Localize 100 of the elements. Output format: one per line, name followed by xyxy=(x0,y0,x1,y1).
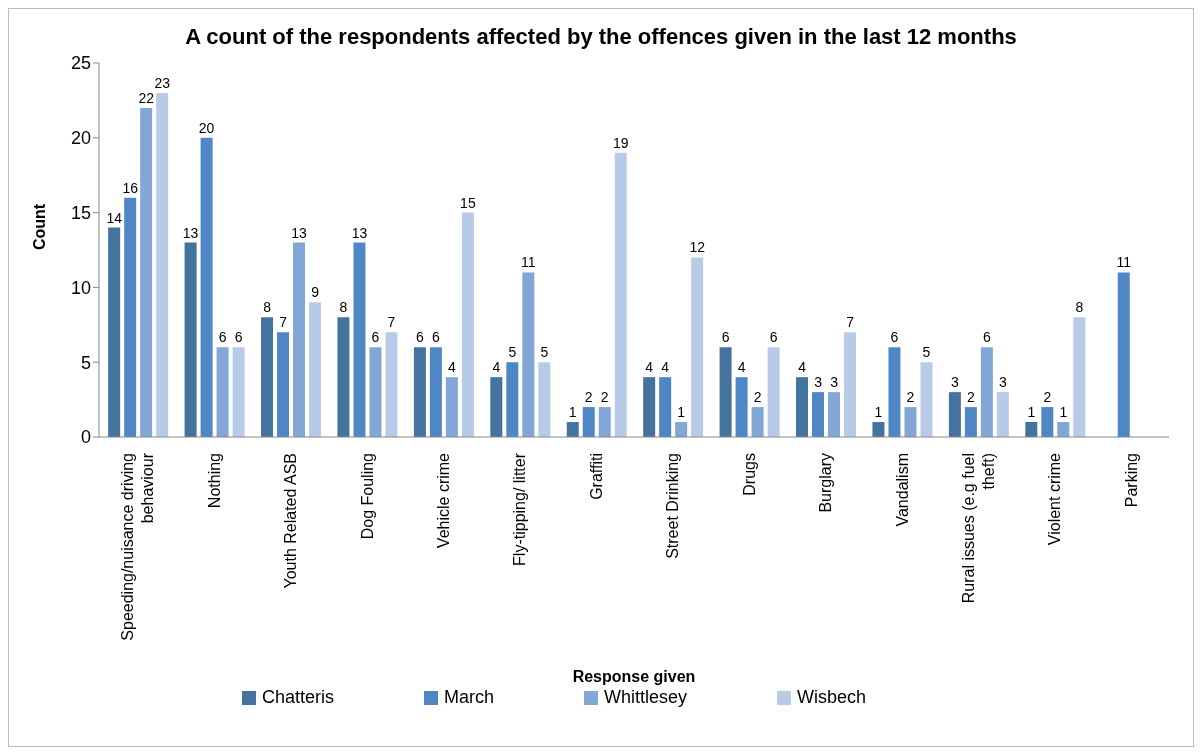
data-label: 1 xyxy=(874,404,883,421)
data-label: 6 xyxy=(982,329,991,346)
data-label: 6 xyxy=(415,329,424,346)
bar xyxy=(920,362,933,437)
data-label: 13 xyxy=(351,224,368,241)
bar xyxy=(140,107,153,437)
bar xyxy=(796,377,809,437)
data-label: 6 xyxy=(218,329,227,346)
data-label: 5 xyxy=(508,344,517,361)
x-tick-label: Nothing xyxy=(205,453,223,509)
bar xyxy=(124,197,137,437)
bar xyxy=(964,407,977,437)
legend-label: Chatteris xyxy=(261,687,334,707)
bar xyxy=(1057,422,1070,437)
data-label: 7 xyxy=(387,314,396,331)
bar xyxy=(413,347,426,437)
x-tick-label: Rural issues (e.g fuel theft) xyxy=(959,453,997,604)
legend-label: March xyxy=(443,687,494,707)
data-label: 6 xyxy=(431,329,440,346)
bar xyxy=(216,347,229,437)
data-label: 7 xyxy=(279,314,288,331)
legend-label: Whittlesey xyxy=(603,687,688,707)
x-tick-label: Graffiti xyxy=(587,453,605,500)
x-tick-label: Parking xyxy=(1122,453,1140,508)
data-label: 16 xyxy=(122,179,139,196)
y-tick-label: 5 xyxy=(80,352,91,373)
bar xyxy=(888,347,901,437)
data-label: 2 xyxy=(966,389,975,406)
bar xyxy=(184,242,197,437)
bar xyxy=(522,272,535,437)
data-label: 4 xyxy=(447,359,456,376)
data-label: 4 xyxy=(492,359,501,376)
bar xyxy=(566,422,579,437)
bar xyxy=(309,302,322,437)
y-tick-label: 20 xyxy=(70,128,91,149)
bar xyxy=(261,317,274,437)
x-tick-label: Youth Related ASB xyxy=(282,453,300,589)
bar xyxy=(582,407,595,437)
bar xyxy=(156,92,169,437)
bar xyxy=(980,347,993,437)
bar xyxy=(293,242,306,437)
y-tick-label: 10 xyxy=(70,277,91,298)
data-label: 4 xyxy=(798,359,807,376)
data-label: 4 xyxy=(645,359,654,376)
bar xyxy=(506,362,519,437)
x-axis-title: Response given xyxy=(572,668,696,685)
data-label: 1 xyxy=(568,404,577,421)
data-label: 2 xyxy=(1043,389,1052,406)
y-tick-label: 0 xyxy=(80,427,91,448)
data-label: 1 xyxy=(677,404,686,421)
data-label: 6 xyxy=(769,329,778,346)
data-label: 22 xyxy=(138,89,155,106)
data-label: 4 xyxy=(737,359,746,376)
bar xyxy=(828,392,841,437)
data-label: 9 xyxy=(311,284,320,301)
bar xyxy=(767,347,780,437)
data-label: 3 xyxy=(814,374,823,391)
data-label: 19 xyxy=(612,134,629,151)
bar xyxy=(812,392,825,437)
bar xyxy=(277,332,290,437)
bar xyxy=(490,377,503,437)
x-tick-label: Dog Fouling xyxy=(358,453,376,540)
bar xyxy=(1025,422,1038,437)
x-tick-label: Drugs xyxy=(740,453,758,496)
data-label: 8 xyxy=(339,299,348,316)
data-label: 6 xyxy=(721,329,730,346)
x-tick-label: Speeding/nuisance driving behaviour xyxy=(119,452,157,641)
x-tick-label: Violent crime xyxy=(1046,452,1064,546)
y-tick-label: 15 xyxy=(70,202,91,223)
chart-title: A count of the respondents affected by the offences given in the last 12 months xyxy=(184,23,1018,51)
bar xyxy=(844,332,857,437)
bar xyxy=(1073,317,1086,437)
y-tick-label: 25 xyxy=(70,53,91,74)
y-axis-title: Count xyxy=(30,203,48,250)
bar xyxy=(353,242,366,437)
bar xyxy=(675,422,688,437)
data-label: 23 xyxy=(154,74,171,91)
bar xyxy=(614,152,627,437)
data-label: 15 xyxy=(460,194,476,211)
data-label: 1 xyxy=(1027,404,1036,421)
bar xyxy=(948,392,961,437)
data-label: 2 xyxy=(584,389,593,406)
bar xyxy=(385,332,398,437)
bar xyxy=(429,347,442,437)
bar xyxy=(445,377,458,437)
bar xyxy=(538,362,551,437)
data-label: 11 xyxy=(521,254,536,271)
bar xyxy=(996,392,1009,437)
data-label: 12 xyxy=(689,239,706,256)
bar xyxy=(461,212,474,437)
data-label: 2 xyxy=(600,389,609,406)
x-tick-label: Vehicle crime xyxy=(434,452,452,549)
bar xyxy=(369,347,382,437)
bar xyxy=(691,257,704,437)
bar xyxy=(337,317,350,437)
data-label: 4 xyxy=(661,359,670,376)
x-tick-label: Fly-tipping/ litter xyxy=(511,452,529,566)
data-label: 8 xyxy=(263,299,272,316)
bar xyxy=(1117,272,1130,437)
data-label: 20 xyxy=(198,119,215,136)
